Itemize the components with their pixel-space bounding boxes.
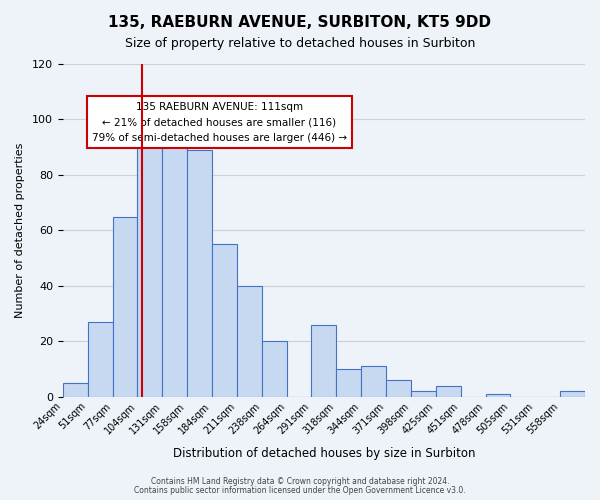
Text: 135, RAEBURN AVENUE, SURBITON, KT5 9DD: 135, RAEBURN AVENUE, SURBITON, KT5 9DD xyxy=(109,15,491,30)
Text: 135 RAEBURN AVENUE: 111sqm
← 21% of detached houses are smaller (116)
79% of sem: 135 RAEBURN AVENUE: 111sqm ← 21% of deta… xyxy=(92,102,347,143)
Bar xyxy=(386,380,411,397)
Bar xyxy=(237,286,262,397)
Bar xyxy=(63,383,88,397)
Y-axis label: Number of detached properties: Number of detached properties xyxy=(15,142,25,318)
Text: Contains HM Land Registry data © Crown copyright and database right 2024.: Contains HM Land Registry data © Crown c… xyxy=(151,477,449,486)
Bar xyxy=(311,324,337,397)
Bar xyxy=(337,369,361,397)
Bar xyxy=(187,150,212,397)
Bar xyxy=(162,130,187,397)
Bar xyxy=(137,139,162,397)
Bar xyxy=(361,366,386,397)
X-axis label: Distribution of detached houses by size in Surbiton: Distribution of detached houses by size … xyxy=(173,447,475,460)
Bar xyxy=(436,386,461,397)
Bar xyxy=(560,392,585,397)
Bar xyxy=(485,394,511,397)
Text: Contains public sector information licensed under the Open Government Licence v3: Contains public sector information licen… xyxy=(134,486,466,495)
Text: Size of property relative to detached houses in Surbiton: Size of property relative to detached ho… xyxy=(125,38,475,51)
Bar xyxy=(88,322,113,397)
Bar xyxy=(212,244,237,397)
Bar xyxy=(113,216,137,397)
Bar xyxy=(262,342,287,397)
Bar xyxy=(411,392,436,397)
